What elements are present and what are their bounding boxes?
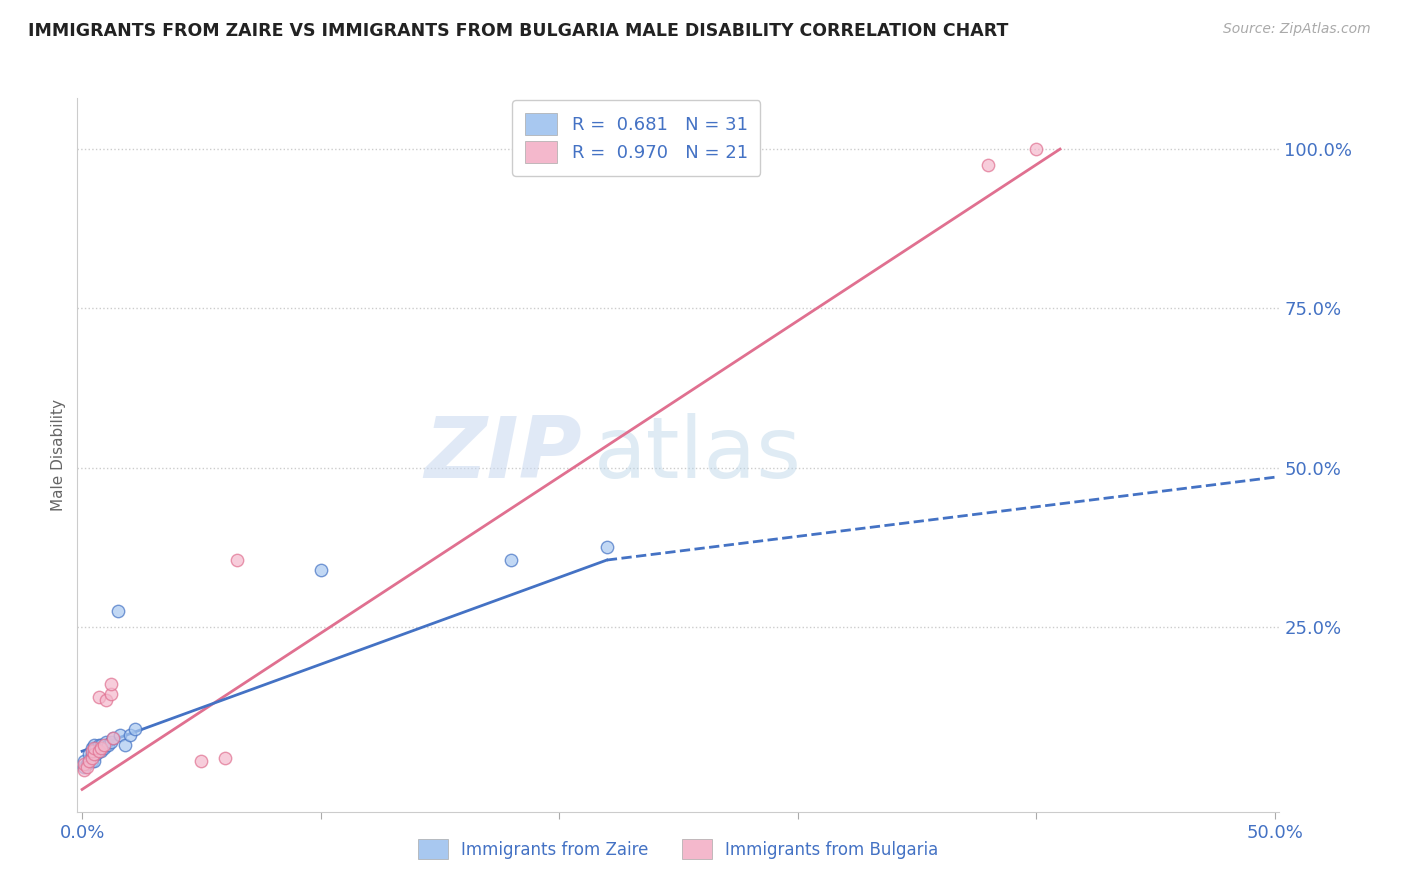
Point — [97, 738, 120, 752]
Point — [90, 738, 112, 752]
Point — [101, 731, 124, 746]
Point — [93, 738, 115, 752]
Point — [94, 738, 117, 752]
Legend: Immigrants from Zaire, Immigrants from Bulgaria: Immigrants from Zaire, Immigrants from B… — [409, 830, 948, 868]
Point — [80, 747, 103, 762]
Point — [100, 677, 122, 691]
Point — [501, 553, 523, 567]
Point — [83, 744, 105, 758]
Point — [80, 744, 103, 758]
Point — [90, 741, 112, 756]
Point — [83, 747, 105, 762]
Point — [76, 756, 98, 771]
Point — [77, 747, 100, 762]
Point — [124, 722, 146, 736]
Point — [101, 731, 124, 746]
Y-axis label: Male Disability: Male Disability — [51, 399, 66, 511]
Text: IMMIGRANTS FROM ZAIRE VS IMMIGRANTS FROM BULGARIA MALE DISABILITY CORRELATION CH: IMMIGRANTS FROM ZAIRE VS IMMIGRANTS FROM… — [28, 22, 1008, 40]
Point — [87, 744, 110, 758]
Point — [114, 738, 136, 752]
Text: ZIP: ZIP — [425, 413, 582, 497]
Point — [73, 754, 96, 768]
Point — [226, 553, 249, 567]
Point — [100, 734, 122, 748]
Point — [309, 563, 332, 577]
Point — [1025, 142, 1047, 156]
Point — [94, 734, 117, 748]
Point — [76, 760, 98, 774]
Text: Source: ZipAtlas.com: Source: ZipAtlas.com — [1223, 22, 1371, 37]
Point — [73, 760, 96, 774]
Point — [107, 604, 129, 618]
Point — [87, 738, 110, 752]
Point — [83, 754, 105, 768]
Point — [86, 747, 108, 762]
Point — [118, 728, 141, 742]
Point — [83, 738, 105, 752]
Point — [80, 741, 103, 756]
Point — [87, 690, 110, 704]
Point — [80, 750, 103, 764]
Point — [94, 693, 117, 707]
Point — [110, 728, 132, 742]
Point — [80, 754, 103, 768]
Point — [190, 754, 212, 768]
Point — [73, 756, 96, 771]
Point — [90, 744, 112, 758]
Point — [596, 541, 619, 555]
Point — [77, 754, 100, 768]
Point — [87, 744, 110, 758]
Text: atlas: atlas — [595, 413, 803, 497]
Point — [77, 754, 100, 768]
Point — [83, 741, 105, 756]
Point — [100, 687, 122, 701]
Point — [977, 158, 1000, 172]
Point — [93, 741, 115, 756]
Point — [214, 750, 236, 764]
Point — [86, 741, 108, 756]
Point — [73, 764, 96, 778]
